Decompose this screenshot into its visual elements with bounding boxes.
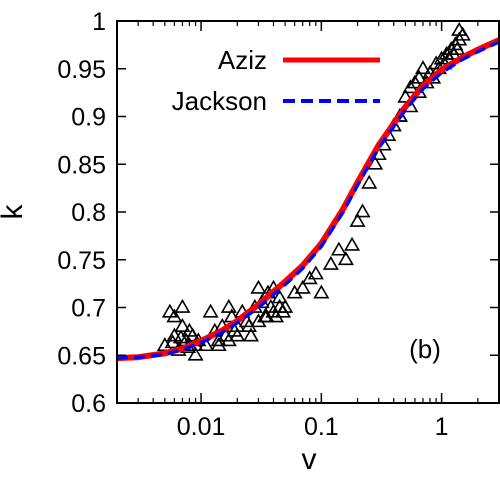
data-point-triangle — [313, 284, 330, 299]
data-point-triangle — [344, 236, 361, 251]
data-point-triangle — [271, 298, 288, 313]
data-point-triangle — [402, 79, 419, 94]
data-point-triangle — [258, 308, 275, 323]
data-point-triangle — [354, 203, 371, 218]
data-point-triangle — [406, 74, 423, 89]
data-point-triangle — [250, 279, 267, 294]
y-axis-title: k — [0, 204, 29, 220]
data-point-triangle — [361, 174, 378, 189]
data-point-triangle — [174, 298, 191, 313]
axis-ticks: 0.6 0.65 0.7 0.75 0.8 0.85 0.9 0.95 1 0.01 0.1 1 — [57, 8, 500, 441]
data-point-triangle — [271, 289, 288, 304]
legend-background — [140, 38, 390, 120]
y-tick-label: 0.75 — [57, 247, 106, 275]
data-point-triangle — [220, 298, 237, 313]
data-point-triangle — [445, 45, 462, 60]
data-point-triangle — [198, 337, 215, 352]
data-point-triangle — [242, 327, 260, 342]
data-point-triangle — [322, 255, 339, 270]
data-point-triangle — [411, 69, 428, 84]
series-line-jackson — [117, 40, 499, 360]
data-point-triangle — [451, 21, 468, 36]
y-tick-label: 0.95 — [57, 56, 106, 84]
data-point-triangle — [210, 332, 227, 347]
data-point-triangle — [166, 327, 183, 342]
data-point-triangle — [250, 313, 267, 328]
panel-label: (b) — [409, 334, 441, 364]
x-tick-label: 1 — [435, 413, 449, 441]
y-tick-label: 0.6 — [71, 390, 106, 418]
data-point-triangle — [181, 322, 198, 337]
y-tick-label: 0.65 — [57, 342, 106, 370]
data-point-triangle — [174, 317, 191, 332]
x-tick-label: 0.1 — [304, 413, 339, 441]
y-tick-label: 1 — [92, 8, 106, 36]
data-point-triangle — [307, 265, 324, 280]
data-point-triangle — [265, 303, 282, 318]
data-point-triangle — [449, 41, 466, 56]
data-point-triangle — [397, 88, 414, 103]
data-point-triangle — [337, 251, 354, 266]
y-tick-label: 0.85 — [57, 151, 106, 179]
data-point-triangle — [294, 279, 311, 294]
legend: Aziz Jackson — [140, 38, 390, 120]
data-point-triangle — [166, 308, 183, 323]
data-point-triangle — [172, 329, 189, 344]
y-tick-label: 0.9 — [71, 104, 106, 132]
data-point-triangle — [286, 284, 303, 299]
data-point-triangle — [349, 212, 366, 227]
data-point-triangle — [301, 270, 318, 285]
fit-curves — [117, 37, 499, 362]
data-point-triangle — [229, 327, 246, 342]
legend-label-aziz: Aziz — [218, 45, 267, 75]
data-point-triangle — [330, 241, 347, 256]
y-tick-label: 0.7 — [71, 295, 106, 323]
y-tick-label: 0.8 — [71, 199, 106, 227]
legend-label-jackson: Jackson — [172, 86, 267, 116]
data-point-triangle — [164, 334, 181, 349]
x-tick-label: 0.01 — [177, 413, 226, 441]
data-point-triangle — [187, 346, 204, 361]
data-point-triangle — [202, 303, 219, 318]
x-axis-title: v — [302, 443, 317, 476]
data-point-triangle — [414, 60, 432, 75]
